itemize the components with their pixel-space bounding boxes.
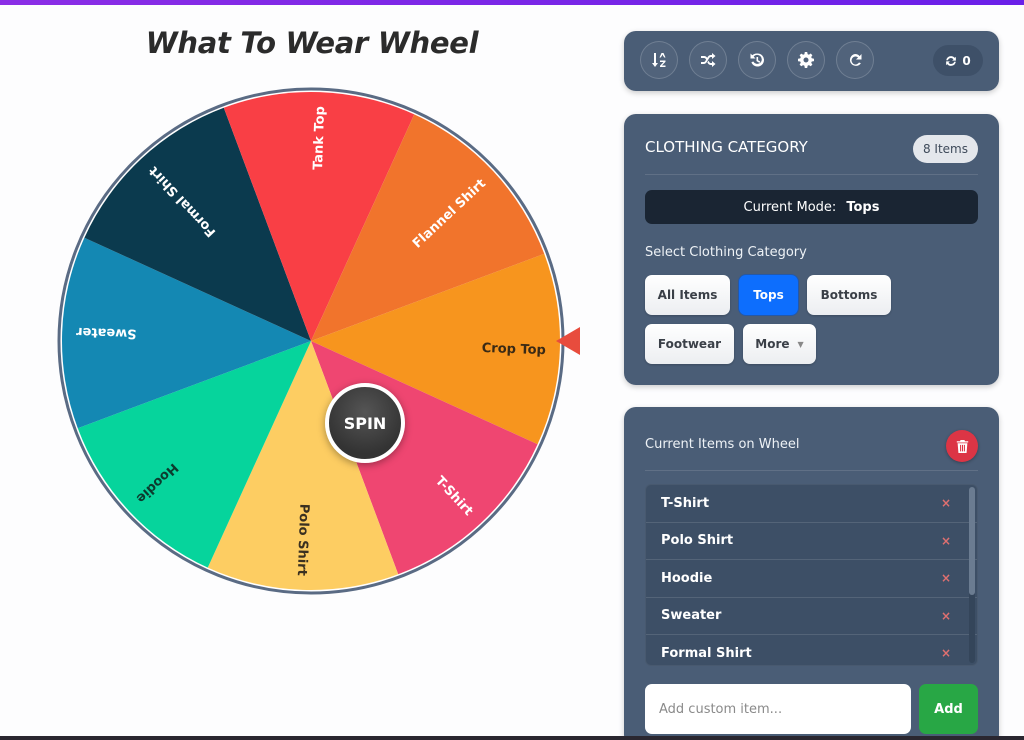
select-category-label: Select Clothing Category bbox=[645, 245, 807, 260]
toolbar: 0 bbox=[624, 31, 999, 91]
item-label: Polo Shirt bbox=[661, 533, 734, 549]
category-bottoms-button[interactable]: Bottoms bbox=[807, 275, 891, 315]
trash-icon bbox=[956, 439, 968, 453]
list-item: Sweater × bbox=[646, 598, 977, 635]
wheel-segment bbox=[311, 253, 560, 445]
spin-button[interactable]: SPIN bbox=[325, 383, 405, 463]
wheel-segment-label: Crop Top bbox=[481, 341, 546, 358]
items-list-scrollbar[interactable] bbox=[969, 487, 975, 663]
wheel[interactable]: Crop Top T-Shirt Polo Shirt Hoodie Sweater Fo… bbox=[54, 84, 568, 598]
list-item: Hoodie × bbox=[646, 560, 977, 598]
spin-counter: 0 bbox=[933, 45, 983, 76]
item-label: Formal Shirt bbox=[661, 645, 752, 661]
category-button-label: Tops bbox=[753, 288, 784, 302]
list-item: T-Shirt × bbox=[646, 485, 977, 523]
wheel-pointer-icon bbox=[556, 327, 580, 355]
page-title: What To Wear Wheel bbox=[145, 26, 479, 60]
category-more-dropdown[interactable]: More ▼ bbox=[743, 324, 816, 364]
remove-item-icon[interactable]: × bbox=[940, 646, 951, 661]
clothing-category-panel: CLOTHING CATEGORY 8 Items Current Mode: … bbox=[624, 114, 999, 385]
wheel-segment-label: Sweater bbox=[75, 324, 136, 341]
item-label: T-Shirt bbox=[661, 495, 710, 511]
mode-label: Current Mode: bbox=[743, 199, 837, 215]
list-item: Formal Shirt × bbox=[646, 635, 977, 665]
category-panel-title: CLOTHING CATEGORY bbox=[645, 138, 808, 156]
wheel-segment bbox=[223, 91, 415, 341]
remove-item-icon[interactable]: × bbox=[940, 608, 951, 623]
item-label: Sweater bbox=[661, 608, 722, 624]
list-item: Polo Shirt × bbox=[646, 523, 977, 560]
category-all-items-button[interactable]: All Items bbox=[645, 275, 730, 315]
wheel-segment bbox=[77, 341, 312, 568]
reset-button[interactable] bbox=[836, 41, 874, 79]
items-count-badge: 8 Items bbox=[912, 135, 978, 163]
wheel-segment bbox=[207, 341, 399, 590]
redo-icon bbox=[849, 53, 862, 66]
history-icon bbox=[750, 53, 765, 67]
mode-value: Tops bbox=[846, 199, 880, 215]
items-list: T-Shirt × Polo Shirt × Hoodie × Sweater … bbox=[645, 484, 978, 666]
category-button-label: All Items bbox=[657, 288, 718, 302]
wheel-segment-label: Tank Top bbox=[311, 106, 328, 170]
caret-down-icon: ▼ bbox=[797, 339, 804, 349]
spin-count-value: 0 bbox=[962, 53, 971, 68]
item-label: Hoodie bbox=[661, 570, 713, 586]
category-button-label: Bottoms bbox=[820, 288, 878, 302]
settings-button[interactable] bbox=[787, 41, 825, 79]
current-items-panel: Current Items on Wheel T-Shirt × Polo Sh… bbox=[624, 407, 999, 740]
clear-all-button[interactable] bbox=[946, 430, 978, 462]
shuffle-button[interactable] bbox=[689, 41, 727, 79]
wheel-segment bbox=[311, 114, 545, 341]
wheel-segment-label: Polo Shirt bbox=[294, 504, 312, 577]
category-tops-button[interactable]: Tops bbox=[739, 275, 798, 315]
remove-item-icon[interactable]: × bbox=[940, 496, 951, 511]
wheel-segment bbox=[62, 237, 311, 429]
bottom-edge bbox=[0, 736, 1024, 740]
gear-icon bbox=[798, 52, 814, 68]
shuffle-icon bbox=[701, 53, 716, 67]
add-item-button[interactable]: Add bbox=[919, 684, 978, 734]
history-button[interactable] bbox=[738, 41, 776, 79]
items-panel-title: Current Items on Wheel bbox=[645, 437, 800, 452]
sort-button[interactable] bbox=[640, 41, 678, 79]
remove-item-icon[interactable]: × bbox=[940, 533, 951, 548]
divider bbox=[645, 174, 978, 175]
sort-alpha-icon bbox=[652, 53, 666, 67]
category-button-label: More bbox=[755, 337, 790, 351]
current-mode-bar: Current Mode: Tops bbox=[645, 190, 978, 224]
wheel-segment bbox=[84, 107, 311, 342]
top-accent-bar bbox=[0, 0, 1024, 5]
remove-item-icon[interactable]: × bbox=[940, 571, 951, 586]
add-custom-item-input[interactable] bbox=[645, 684, 911, 734]
category-button-label: Footwear bbox=[657, 337, 722, 351]
scrollbar-thumb[interactable] bbox=[969, 487, 975, 595]
sync-icon bbox=[946, 55, 957, 66]
category-footwear-button[interactable]: Footwear bbox=[645, 324, 734, 364]
divider bbox=[645, 470, 978, 471]
